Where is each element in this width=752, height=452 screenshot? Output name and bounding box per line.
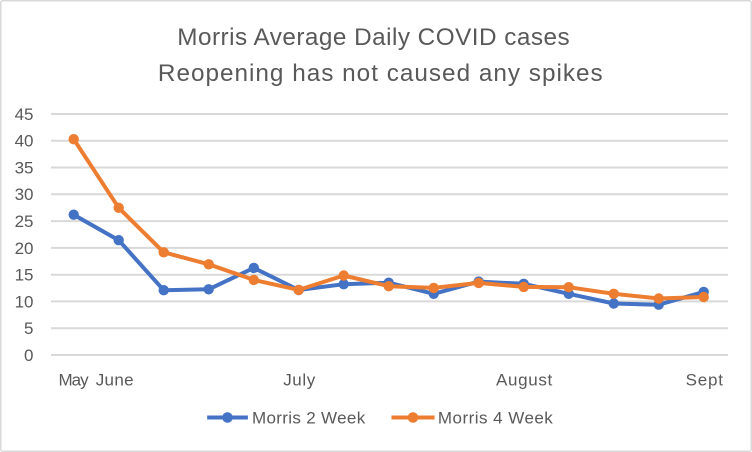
- svg-text:June: June: [96, 370, 134, 389]
- svg-text:5: 5: [24, 319, 33, 338]
- svg-text:Morris 4 Week: Morris 4 Week: [438, 408, 553, 427]
- svg-text:35: 35: [15, 158, 34, 177]
- svg-text:July: July: [283, 370, 316, 389]
- svg-text:August: August: [496, 370, 552, 389]
- svg-text:10: 10: [15, 292, 34, 311]
- svg-text:0: 0: [24, 346, 33, 365]
- svg-text:May: May: [59, 370, 90, 389]
- svg-text:Morris Average Daily COVID cas: Morris Average Daily COVID cases: [177, 24, 569, 51]
- svg-text:Sept: Sept: [686, 370, 724, 389]
- svg-text:Morris 2 Week: Morris 2 Week: [252, 408, 366, 427]
- svg-text:45: 45: [15, 105, 34, 124]
- svg-text:Reopening has not caused any s: Reopening has not caused any spikes: [158, 60, 603, 87]
- svg-text:20: 20: [15, 239, 34, 258]
- svg-text:25: 25: [15, 212, 34, 231]
- svg-text:40: 40: [15, 132, 34, 151]
- svg-text:15: 15: [15, 266, 34, 285]
- svg-text:30: 30: [15, 185, 34, 204]
